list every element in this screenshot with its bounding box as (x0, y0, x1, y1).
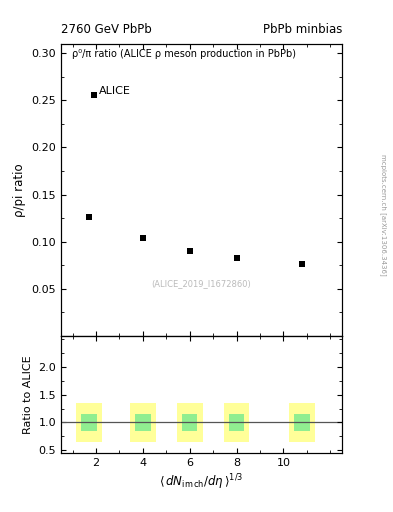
Text: ρ⁰/π ratio (ALICE ρ meson production in PbPb): ρ⁰/π ratio (ALICE ρ meson production in … (72, 49, 296, 59)
Bar (289, 403, 315, 442)
Bar (182, 414, 197, 431)
Bar (135, 414, 151, 431)
Text: (ALICE_2019_I1672860): (ALICE_2019_I1672860) (152, 279, 251, 288)
Y-axis label: ρ/pi ratio: ρ/pi ratio (13, 163, 26, 217)
Bar (294, 414, 310, 431)
Y-axis label: Ratio to ALICE: Ratio to ALICE (23, 355, 33, 434)
Bar (76, 403, 102, 442)
Text: ALICE: ALICE (99, 86, 131, 96)
Bar (81, 414, 97, 431)
Bar (130, 403, 156, 442)
Bar (229, 414, 244, 431)
Text: PbPb minbias: PbPb minbias (263, 23, 342, 36)
Text: 2760 GeV PbPb: 2760 GeV PbPb (61, 23, 152, 36)
Text: mcplots.cern.ch [arXiv:1306.3436]: mcplots.cern.ch [arXiv:1306.3436] (380, 154, 387, 276)
Bar (177, 403, 202, 442)
Bar (224, 403, 250, 442)
X-axis label: $\langle\, dN_{\mathregular{im\,ch}}/d\eta\, \rangle^{1/3}$: $\langle\, dN_{\mathregular{im\,ch}}/d\e… (159, 472, 244, 492)
